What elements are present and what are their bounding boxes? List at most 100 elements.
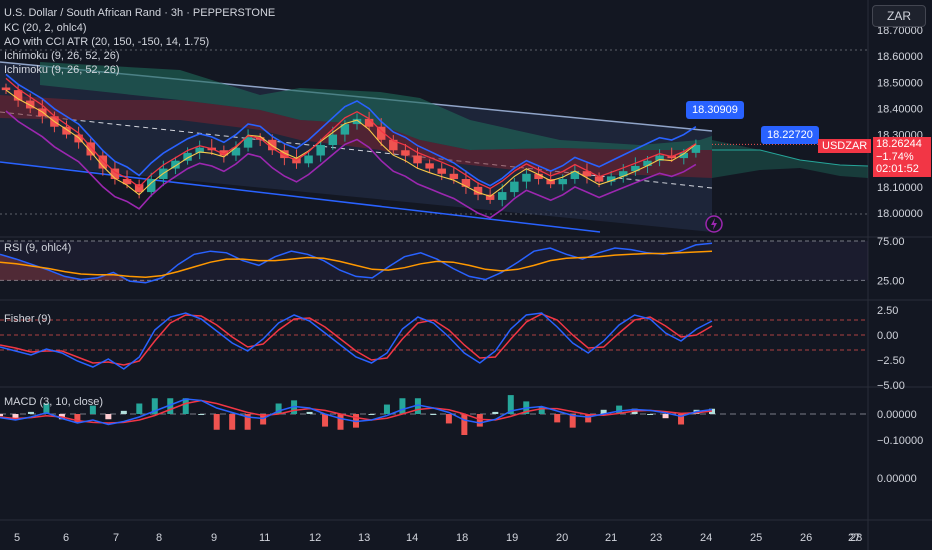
candle xyxy=(461,170,471,194)
macd-histogram-bar xyxy=(12,414,19,420)
candle xyxy=(352,113,362,130)
candle-body xyxy=(619,171,628,177)
macd-histogram-bar xyxy=(89,405,96,414)
price-tick-label: 18.10000 xyxy=(877,182,923,194)
candle-body xyxy=(13,90,23,101)
macd-histogram-bar xyxy=(167,398,174,414)
time-tick-label: 8 xyxy=(156,532,162,544)
indicator-tick-label: 75.00 xyxy=(877,236,905,248)
macd-label[interactable]: MACD (3, 10, close) xyxy=(4,396,104,408)
time-tick-label: 27 xyxy=(848,532,860,544)
price-tick-label: 18.50000 xyxy=(877,77,923,89)
indicator-tick-label: 0.00000 xyxy=(877,409,917,421)
candle-body xyxy=(243,137,253,148)
candle-body xyxy=(413,155,422,164)
candle-body xyxy=(110,168,120,180)
candle-body xyxy=(546,179,555,185)
time-tick-label: 9 xyxy=(211,532,217,544)
macd-histogram-bar xyxy=(430,414,437,415)
lightning-icon[interactable] xyxy=(705,215,723,233)
time-tick-label: 12 xyxy=(309,532,321,544)
indicator-tick-label: 2.50 xyxy=(877,305,898,317)
candle xyxy=(606,170,616,186)
price-tag-mid: 18.22720 xyxy=(761,126,819,144)
indicator-tick-label: −0.10000 xyxy=(877,435,923,447)
candle xyxy=(522,168,531,189)
price-tick-label: 18.40000 xyxy=(877,103,923,115)
candle-body xyxy=(364,118,374,127)
candle-body xyxy=(425,163,434,169)
candle-body xyxy=(219,150,229,156)
candle-body xyxy=(461,179,471,187)
candle-body xyxy=(473,186,483,195)
macd-histogram-bar xyxy=(445,414,452,424)
candle xyxy=(280,143,289,166)
channel-lower-line xyxy=(0,161,601,233)
macd-histogram-bar xyxy=(27,411,34,414)
candle xyxy=(570,164,580,184)
candle xyxy=(401,143,410,163)
indicator-legend-ichimoku-1[interactable]: Ichimoku (9, 26, 52, 26) xyxy=(4,50,120,62)
time-tick-label: 28 xyxy=(850,532,862,544)
macd-histogram-bar xyxy=(337,414,344,430)
macd-histogram-bar xyxy=(616,405,623,414)
fisher-label[interactable]: Fisher (9) xyxy=(4,313,52,325)
candle-body xyxy=(171,160,180,169)
chart-title: U.S. Dollar / South African Rand · 3h · … xyxy=(4,7,276,19)
price-axis[interactable]: 18.7000018.6000018.5000018.4000018.30000… xyxy=(877,25,923,220)
candle-body xyxy=(195,147,204,153)
macd-histogram-bar xyxy=(554,414,561,423)
time-tick-label: 21 xyxy=(605,532,617,544)
candle-body xyxy=(437,168,446,174)
candle-body xyxy=(280,150,289,159)
candle-body xyxy=(98,155,108,169)
macd-histogram-bar xyxy=(662,414,669,419)
rsi-label[interactable]: RSI (9, ohlc4) xyxy=(4,242,72,254)
candle xyxy=(364,111,374,131)
macd-histogram-bar xyxy=(198,414,205,415)
macd-histogram-bar xyxy=(368,414,375,415)
candle-body xyxy=(655,155,664,161)
currency-button[interactable]: ZAR xyxy=(872,5,926,27)
indicator-tick-label: −2.50 xyxy=(877,355,905,367)
candle-body xyxy=(510,181,519,193)
candle-body xyxy=(631,165,640,172)
indicator-legend-kc[interactable]: KC (20, 2, ohlc4) xyxy=(4,22,87,34)
fisher-trigger-line xyxy=(0,313,713,366)
ichimoku-future-span xyxy=(712,149,869,167)
channel-mid-line xyxy=(0,111,713,189)
rsi-pane xyxy=(0,240,868,284)
macd-histogram-bar xyxy=(151,398,158,414)
macd-histogram-bar xyxy=(678,414,685,425)
price-tag-upper: 18.30909 xyxy=(686,101,744,119)
candle-body xyxy=(522,173,531,182)
candle-body xyxy=(570,171,580,180)
macd-histogram-bar xyxy=(414,398,421,414)
macd-histogram-bar xyxy=(383,404,390,414)
macd-pane xyxy=(0,395,868,435)
indicator-legend-ichimoku-2[interactable]: Ichimoku (9, 26, 52, 26) xyxy=(4,64,120,76)
price-tick-label: 18.60000 xyxy=(877,51,923,63)
candle-body xyxy=(401,150,410,156)
candle-body xyxy=(389,139,398,151)
indicator-legend-ao[interactable]: AO with CCI ATR (20, 150, -150, 14, 1.75… xyxy=(4,36,210,48)
candle xyxy=(304,150,313,168)
indicator-tick-label: −5.00 xyxy=(877,380,905,392)
time-tick-label: 13 xyxy=(358,532,370,544)
macd-histogram-bar xyxy=(229,414,236,430)
ichimoku-cloud-red xyxy=(0,95,712,178)
indicator-tick-label: 0.00 xyxy=(877,330,898,342)
time-tick-label: 25 xyxy=(750,532,762,544)
candle-body xyxy=(183,152,192,161)
candle-body xyxy=(691,145,701,153)
time-tick-label: 18 xyxy=(456,532,468,544)
candle xyxy=(546,170,555,189)
macd-histogram-bar xyxy=(213,414,220,430)
symbol-tag: USDZAR xyxy=(818,139,872,153)
candle-body xyxy=(485,194,495,200)
time-tick-label: 26 xyxy=(800,532,812,544)
macd-histogram-bar xyxy=(43,403,50,414)
